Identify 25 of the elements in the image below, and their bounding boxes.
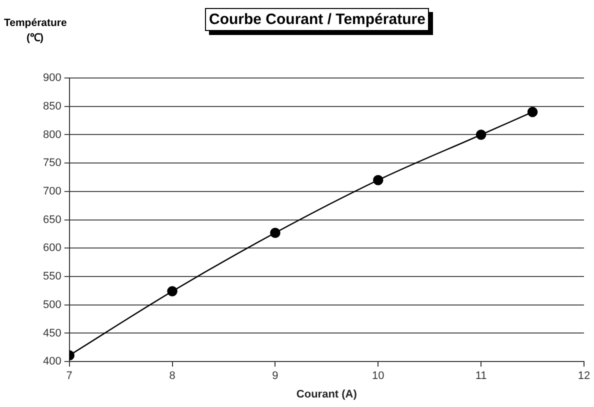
- point: [527, 106, 538, 118]
- point: [372, 174, 384, 186]
- x-tick-label: 8: [169, 370, 176, 382]
- x-tick-label: 9: [272, 370, 278, 382]
- y-tick-label: 500: [42, 298, 62, 311]
- y-tick-label: 900: [42, 72, 62, 84]
- y-tick-label: 650: [42, 214, 62, 226]
- y-tick-label: 800: [42, 128, 62, 141]
- point: [270, 228, 280, 238]
- y-tick-label: 550: [42, 270, 62, 283]
- point: [167, 286, 178, 296]
- y-axis-title: Température (℃): [4, 16, 67, 46]
- chart-title: Courbe Courant / Température: [205, 8, 430, 31]
- y-tick-label: 600: [42, 242, 62, 254]
- y-tick-label: 450: [42, 327, 62, 340]
- x-axis-title: Courant (A): [296, 388, 358, 400]
- y-tick-label: 400: [42, 356, 62, 368]
- point: [476, 130, 486, 140]
- x-tick-label: 10: [372, 370, 384, 382]
- x-tick-label: 12: [578, 370, 590, 382]
- y-tick-label: 850: [42, 100, 62, 112]
- y-tick-label: 700: [42, 185, 62, 198]
- y-tick-label: 750: [42, 157, 62, 170]
- x-tick-label: 11: [475, 370, 487, 382]
- x-tick-label: 7: [66, 370, 72, 382]
